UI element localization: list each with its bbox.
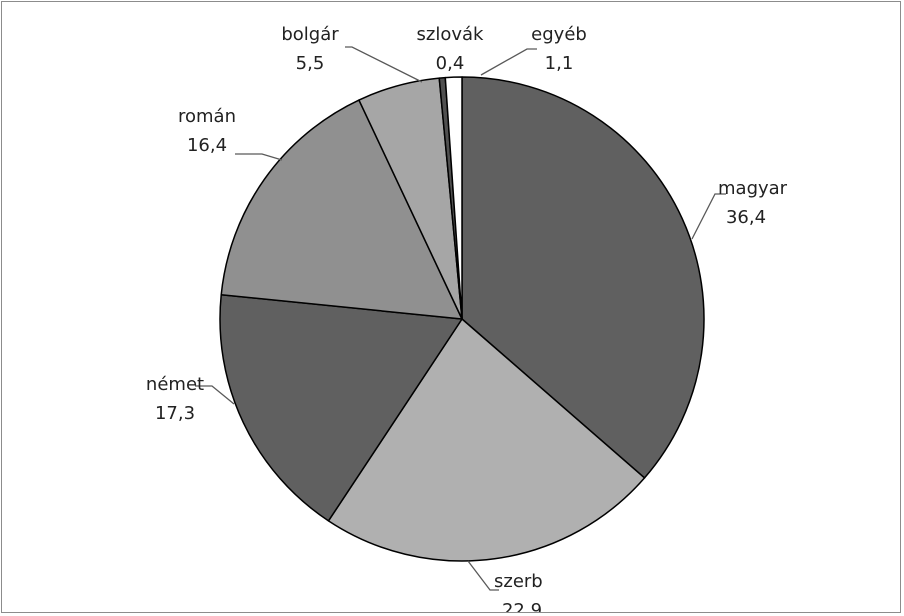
leader-lines <box>195 46 726 591</box>
pie-slice-szerb <box>327 318 646 562</box>
pie-slice-román <box>220 99 463 320</box>
slice-name-label-szerb: szerb <box>494 571 543 592</box>
slice-name-label-román: román <box>178 106 236 127</box>
leader-line-bolgár <box>345 46 423 83</box>
leader-line-egyéb <box>480 48 537 76</box>
slice-value-label-szerb: 22,9 <box>502 600 542 613</box>
slice-name-label-német: német <box>146 374 204 395</box>
pie-slice-egyéb <box>444 76 463 320</box>
leader-line-német <box>195 385 235 405</box>
pie-slice-német <box>219 293 463 522</box>
slice-name-label-bolgár: bolgár <box>281 24 339 45</box>
slice-value-label-egyéb: 1,1 <box>545 53 574 74</box>
slice-value-label-német: 17,3 <box>155 403 195 424</box>
slice-value-label-magyar: 36,4 <box>726 207 766 228</box>
slice-name-label-magyar: magyar <box>718 178 788 199</box>
pie-slice-magyar <box>461 76 705 479</box>
leader-line-román <box>235 153 283 161</box>
slice-name-label-szlovák: szlovák <box>417 24 485 45</box>
pie-slices <box>219 76 705 562</box>
leader-line-szerb <box>467 560 499 591</box>
slice-labels: magyar 36,4 szerb 22,9 német 17,3 román 16,4 bol… <box>146 24 788 613</box>
slice-value-label-román: 16,4 <box>187 135 227 156</box>
leader-line-magyar <box>691 193 726 240</box>
slice-name-label-egyéb: egyéb <box>531 24 587 45</box>
slice-value-label-bolgár: 5,5 <box>296 53 325 74</box>
slice-value-label-szlovák: 0,4 <box>436 53 465 74</box>
